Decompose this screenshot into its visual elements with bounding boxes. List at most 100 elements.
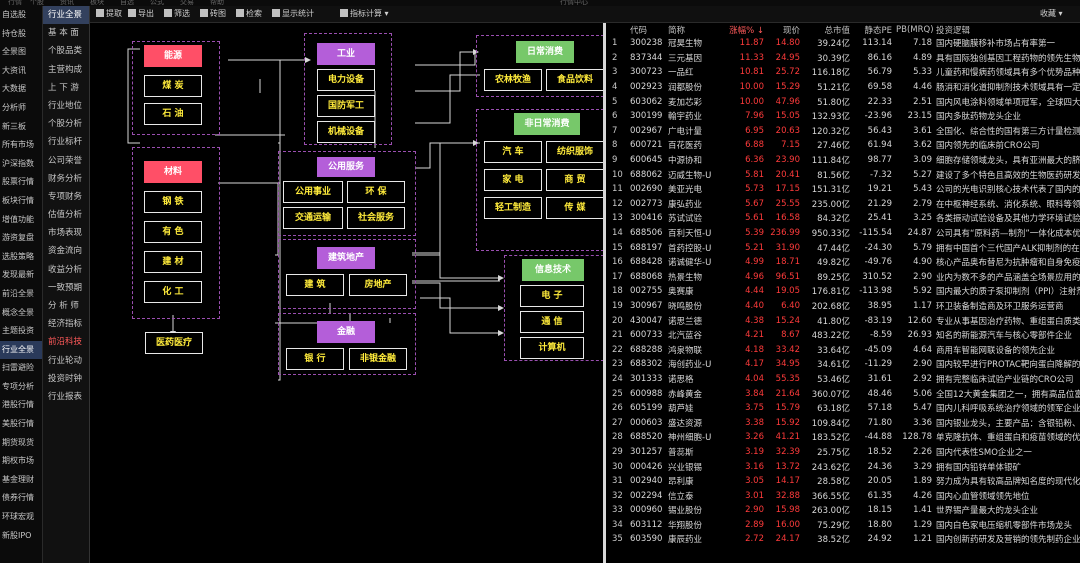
table-row[interactable]: 31 002940 昂利康 3.05 14.17 28.58亿 20.05 1.89 努力成为具… (606, 474, 1080, 489)
column-header[interactable]: 总市值 (824, 25, 850, 36)
column-header[interactable]: 投资逻辑 (936, 25, 971, 36)
market-nav-item[interactable]: 前沿全景 (2, 288, 34, 298)
industry-nav-item[interactable]: 个股分析 (48, 119, 83, 130)
node-nonbank-finance[interactable]: 非银金融 (349, 348, 407, 370)
table-row[interactable]: 2 837344 三元基因 11.33 24.95 30.39亿 86.16 4.89 具有国际… (606, 51, 1080, 66)
node-public-utilities[interactable]: 公用事业 (283, 181, 343, 203)
table-row[interactable]: 8 600721 百花医药 6.88 7.15 27.46亿 61.94 3.62 国内领先的临… (606, 138, 1080, 153)
node-agriculture[interactable]: 农林牧渔 (484, 69, 542, 91)
table-row[interactable]: 27 000603 盛达资源 3.38 15.92 109.84亿 71.80 3.36 国内银… (606, 415, 1080, 430)
node-telecom[interactable]: 通 信 (520, 311, 584, 333)
market-nav-item[interactable]: 股票行情 (2, 177, 34, 187)
pane-divider[interactable] (603, 23, 606, 563)
industry-nav-item[interactable]: 行业报表 (48, 391, 83, 402)
industry-nav-item[interactable]: 行业轮动 (48, 355, 83, 366)
top-menu-item[interactable]: 行情 (8, 0, 22, 6)
market-nav-item[interactable]: 期权市场 (2, 456, 34, 466)
table-row[interactable]: 3 300723 一品红 10.81 25.72 116.18亿 56.79 5.33 儿童药和… (606, 65, 1080, 80)
table-row[interactable]: 9 600645 中源协和 6.36 23.90 111.84亿 98.77 3.09 细胞存储… (606, 153, 1080, 168)
node-light-manufacturing[interactable]: 轻工制造 (484, 197, 542, 219)
market-nav-item[interactable]: 全景图 (2, 47, 26, 57)
industry-nav-item[interactable]: 经济指标 (48, 319, 83, 330)
toolbar-button[interactable]: 检索 (236, 8, 262, 20)
column-header[interactable] (606, 23, 628, 36)
industry-nav-item[interactable]: 专项财务 (48, 191, 83, 202)
table-row[interactable]: 17 688068 热景生物 4.96 96.51 89.25亿 310.52 2.90 业内为… (606, 270, 1080, 285)
table-row[interactable]: 1 300238 冠昊生物 11.87 14.80 39.24亿 113.14 7.18 国内硬… (606, 36, 1080, 51)
table-row[interactable]: 28 688520 神州细胞-U 3.26 41.21 183.52亿 -44.88 128.… (606, 430, 1080, 445)
market-nav-item[interactable]: 新三板 (2, 121, 26, 131)
node-nonferrous[interactable]: 有 色 (144, 221, 202, 243)
table-row[interactable]: 26 605199 葫芦娃 3.75 15.79 63.18亿 57.18 5.47 国内儿科呼… (606, 401, 1080, 416)
node-real-estate[interactable]: 房地产 (349, 274, 407, 296)
market-nav-item[interactable]: 行业全景 (0, 340, 42, 360)
nondaily-consumption-head[interactable]: 非日常消费 (514, 113, 580, 135)
top-menu-item[interactable]: 行情中心 (560, 0, 588, 6)
toolbar-button[interactable]: 指标计算 ▾ (340, 8, 389, 20)
realestate-head[interactable]: 建筑地产 (317, 247, 375, 269)
market-nav-item[interactable]: 概念全景 (2, 307, 34, 317)
node-social-services[interactable]: 社会服务 (347, 207, 405, 229)
top-menu-item[interactable]: 自选 (120, 0, 134, 6)
table-row[interactable]: 18 002755 奥赛康 4.44 19.05 176.81亿 -113.98 5.92 国内… (606, 284, 1080, 299)
top-menu-item[interactable]: 资讯 (60, 0, 74, 6)
table-row[interactable]: 6 300199 翰宇药业 7.96 15.05 132.93亿 -23.96 23.15 国内… (606, 109, 1080, 124)
industry-nav-item[interactable]: 一致预期 (48, 282, 83, 293)
market-nav-item[interactable]: 游资复盘 (2, 233, 34, 243)
market-nav-item[interactable]: 大数据 (2, 84, 26, 94)
node-commerce[interactable]: 商 贸 (546, 169, 604, 191)
industry-nav-item[interactable]: 个股品类 (48, 46, 83, 57)
table-row[interactable]: 5 603062 麦加芯彩 10.00 47.96 51.80亿 22.33 2.51 国内风电… (606, 94, 1080, 109)
market-nav-item[interactable]: 分析师 (2, 102, 26, 112)
market-nav-item[interactable]: 选股策略 (2, 251, 34, 261)
node-coal[interactable]: 煤 炭 (144, 75, 202, 97)
table-row[interactable]: 30 000426 兴业银锡 3.16 13.72 243.62亿 24.36 3.29 拥有国… (606, 459, 1080, 474)
node-construction[interactable]: 建 筑 (286, 274, 344, 296)
table-row[interactable]: 34 603112 华翔股份 2.89 16.00 75.29亿 18.80 1.29 国内白色… (606, 518, 1080, 533)
node-power-equipment[interactable]: 电力设备 (317, 69, 375, 91)
column-header[interactable]: PB(MRQ) (896, 24, 934, 35)
industry-nav-item[interactable]: 财务分析 (48, 173, 83, 184)
top-menu-item[interactable]: 帮助 (210, 0, 224, 6)
table-row[interactable]: 15 688197 首药控股-U 5.21 31.90 47.44亿 -24.30 5.79 拥… (606, 240, 1080, 255)
industry-nav-item[interactable]: 投资时钟 (48, 373, 83, 384)
table-row[interactable]: 16 688428 诺诚健华-U 4.99 18.71 49.82亿 -49.76 4.90 核… (606, 255, 1080, 270)
column-header[interactable]: 代码 (630, 25, 648, 36)
market-nav-item[interactable]: 港股行情 (2, 400, 34, 410)
industry-nav-item[interactable]: 前沿科技 (48, 337, 83, 348)
market-nav-item[interactable]: 大资讯 (2, 65, 26, 75)
industry-head[interactable]: 工业 (317, 43, 375, 65)
table-row[interactable]: 19 300967 晓鸣股份 4.40 6.40 202.68亿 38.95 1.17 环卫装备… (606, 299, 1080, 314)
table-row[interactable]: 11 002690 美亚光电 5.73 17.15 151.31亿 19.21 5.43 公司的… (606, 182, 1080, 197)
industry-nav-item[interactable]: 公司荣誉 (48, 155, 83, 166)
node-medical[interactable]: 医药医疗 (145, 332, 203, 354)
table-row[interactable]: 4 002923 润都股份 10.00 15.29 51.21亿 69.58 4.46 肠消和消… (606, 80, 1080, 95)
top-menu-item[interactable]: 个股 (30, 0, 44, 6)
node-textile-apparel[interactable]: 纺织服饰 (546, 141, 604, 163)
industry-nav-item[interactable]: 行业地位 (48, 100, 83, 111)
market-nav-item[interactable]: 板块行情 (2, 195, 34, 205)
node-auto[interactable]: 汽 车 (484, 141, 542, 163)
node-electronics[interactable]: 电 子 (520, 285, 584, 307)
node-environmental[interactable]: 环 保 (347, 181, 405, 203)
industry-nav-item[interactable]: 收益分析 (48, 264, 83, 275)
table-row[interactable]: 13 300416 苏试试验 5.61 16.58 84.32亿 25.41 3.25 各类振动… (606, 211, 1080, 226)
node-media[interactable]: 传 媒 (546, 197, 604, 219)
node-steel[interactable]: 钢 铁 (144, 191, 202, 213)
table-row[interactable]: 7 002967 广电计量 6.95 20.63 120.32亿 56.43 3.61 全国化、… (606, 124, 1080, 139)
node-food-beverage[interactable]: 食品饮料 (546, 69, 604, 91)
materials-head[interactable]: 材料 (144, 161, 202, 183)
market-nav-item[interactable]: 专项分析 (2, 381, 34, 391)
node-banks[interactable]: 银 行 (286, 348, 344, 370)
table-row[interactable]: 24 301333 诺思格 4.04 55.35 53.46亿 31.61 2.92 拥有完整临… (606, 372, 1080, 387)
node-home-appliances[interactable]: 家 电 (484, 169, 542, 191)
industry-nav-item[interactable]: 资金流向 (48, 246, 83, 257)
toolbar-button[interactable]: 导出 (128, 8, 154, 20)
market-nav-item[interactable]: 新股IPO (2, 530, 32, 540)
node-transportation[interactable]: 交通运输 (283, 207, 343, 229)
industry-nav-item[interactable]: 分 析 师 (48, 301, 79, 311)
industry-nav-item[interactable]: 主营构成 (48, 64, 83, 75)
market-nav-item[interactable]: 所有市场 (2, 140, 34, 150)
top-menu-item[interactable]: 板块 (90, 0, 104, 6)
industry-nav-item[interactable]: 上 下 游 (48, 82, 79, 93)
